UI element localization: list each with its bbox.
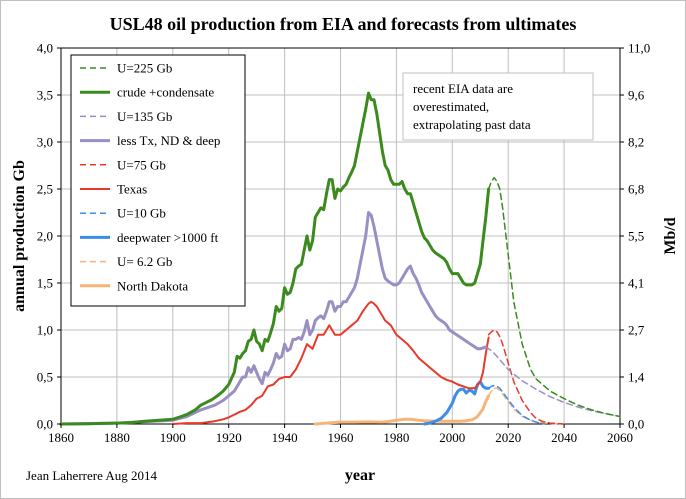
y-left-tick-label: 1,0 [37,323,53,338]
x-tick-label: 2060 [607,430,633,445]
chart-title: USL48 oil production from EIA and foreca… [110,14,577,34]
credit-text: Jean Laherrere Aug 2014 [26,468,158,483]
annotation: recent EIA data are overestimated, extra… [402,72,594,141]
x-tick-label: 1940 [272,430,298,445]
legend-label: crude +condensate [117,85,214,100]
y-right-tick-label: 9,6 [628,88,645,103]
annotation-line-3: extrapolating past data [413,117,531,132]
x-tick-label: 1920 [216,430,242,445]
legend-label: U= 6.2 Gb [117,254,172,269]
x-tick-label: 2020 [495,430,521,445]
legend-box [70,54,246,307]
y-axis-right-ticks: 0,0 1,4 2,7 4,1 5,5 6,8 8,2 9,6 11,0 [620,41,650,432]
y-axis-right-title: Mb/d [662,217,679,254]
x-tick-label: 1880 [104,430,130,445]
legend-label: less Tx, ND & deep [117,133,220,148]
series-line-texas [171,300,490,425]
y-right-tick-label: 8,2 [628,135,644,150]
series-line-north-dakota [313,394,491,426]
legend-label: U=135 Gb [117,109,172,124]
legend-label: U=75 Gb [117,157,166,172]
y-right-tick-label: 0,0 [628,417,644,432]
y-left-tick-label: 4,0 [37,41,53,56]
x-tick-label: 1980 [383,430,409,445]
series-line-u-135-gb [485,346,621,418]
annotation-box [402,72,594,141]
annotation-line-1: recent EIA data are [413,81,513,96]
annotation-line-2: overestimated, [413,99,489,114]
y-axis-left-ticks: 0,0 0,5 1,0 1,5 2,0 2,5 3,0 3,5 4,0 [37,41,61,432]
y-left-tick-label: 3,0 [37,135,53,150]
legend-items: U=225 Gb crude +condensate U=135 Gb less Tx… [80,61,220,293]
legend-label: Texas [117,182,147,197]
x-tick-label: 2040 [551,430,577,445]
series-layer [59,91,621,426]
y-right-tick-label: 5,5 [628,229,644,244]
y-axis-left-title: annual production Gb [11,160,28,312]
series-line-crude-condensate [59,91,491,426]
legend-label: U=225 Gb [117,61,172,76]
x-axis-ticks: 1860 1880 1900 1920 1940 1960 1980 2000 2020 2040… [48,424,633,445]
legend: U=225 Gb crude +condensate U=135 Gb less Tx… [70,54,246,307]
y-right-tick-label: 2,7 [628,323,645,338]
x-tick-label: 2000 [439,430,465,445]
x-tick-label: 1960 [328,430,354,445]
legend-label: U=10 Gb [117,206,166,221]
x-tick-label: 1900 [160,430,186,445]
y-left-tick-label: 1,5 [37,276,53,291]
legend-label: deepwater >1000 ft [117,230,219,245]
y-right-tick-label: 6,8 [628,182,644,197]
y-left-tick-label: 0,5 [37,370,53,385]
y-left-tick-label: 2,5 [37,182,53,197]
legend-label: North Dakota [117,278,188,293]
y-left-tick-label: 0,0 [37,417,53,432]
x-axis-title: year [345,467,375,484]
series-line-u-225-gb [487,176,621,418]
y-right-tick-label: 4,1 [628,276,644,291]
series-line-u-10-gb [487,384,546,425]
series-line-less-tx-nd-deep [59,211,488,426]
y-left-tick-label: 2,0 [37,229,53,244]
y-right-tick-label: 1,4 [628,370,645,385]
x-tick-label: 1860 [48,430,74,445]
y-right-tick-label: 11,0 [628,41,650,56]
y-left-tick-label: 3,5 [37,88,53,103]
